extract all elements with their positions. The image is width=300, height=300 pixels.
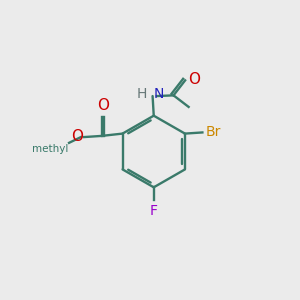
Text: methyl: methyl bbox=[32, 144, 68, 154]
Text: O: O bbox=[71, 129, 83, 144]
Text: F: F bbox=[150, 204, 158, 218]
Text: N: N bbox=[154, 87, 164, 101]
Text: H: H bbox=[136, 87, 147, 101]
Text: O: O bbox=[188, 72, 200, 87]
Text: O: O bbox=[97, 98, 109, 113]
Text: Br: Br bbox=[206, 125, 221, 140]
